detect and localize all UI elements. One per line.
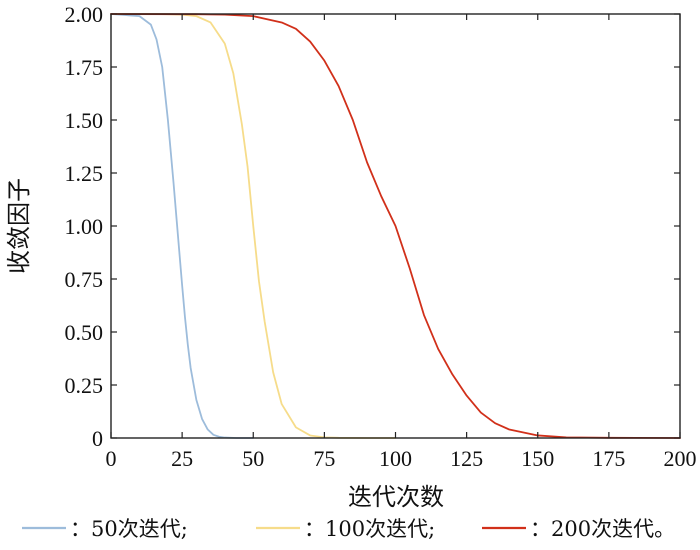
y-tick-label: 0 bbox=[92, 426, 103, 451]
legend-label-1: ：50次迭代; bbox=[70, 517, 188, 541]
x-tick-label: 0 bbox=[106, 446, 117, 471]
x-tick-label: 125 bbox=[450, 446, 483, 471]
x-tick-label: 200 bbox=[664, 446, 697, 471]
x-tick-label: 50 bbox=[242, 446, 264, 471]
series-line-3 bbox=[110, 13, 681, 439]
y-axis-title: 收敛因子 bbox=[5, 178, 33, 274]
y-tick-label: 0.25 bbox=[65, 373, 104, 398]
x-axis-title: 迭代次数 bbox=[348, 483, 444, 511]
y-tick-label: 1.00 bbox=[65, 214, 104, 239]
legend-label-3: ：200次迭代。 bbox=[530, 517, 675, 541]
x-tick-label: 25 bbox=[171, 446, 193, 471]
axes bbox=[110, 13, 681, 439]
series-line-1 bbox=[110, 13, 255, 439]
y-tick-label: 1.50 bbox=[65, 108, 104, 133]
y-tick-label: 0.50 bbox=[65, 320, 104, 345]
y-tick-label: 1.75 bbox=[65, 55, 104, 80]
legend-label-2: ：100次迭代; bbox=[304, 517, 435, 541]
series-line-2 bbox=[110, 13, 397, 439]
tick-labels: 0 25 50 75 100 125 150 175 200 0 0.25 0.50 0.75 1.00 1… bbox=[65, 2, 697, 471]
x-tick-label: 175 bbox=[592, 446, 625, 471]
y-tick-label: 1.25 bbox=[65, 161, 104, 186]
x-tick-label: 75 bbox=[313, 446, 335, 471]
series-lines bbox=[110, 13, 681, 439]
y-tick-label: 0.75 bbox=[65, 267, 104, 292]
legend: ：50次迭代; ：100次迭代; ：200次迭代。 bbox=[22, 517, 675, 541]
x-tick-label: 150 bbox=[521, 446, 554, 471]
x-tick-label: 100 bbox=[379, 446, 412, 471]
y-tick-label: 2.00 bbox=[65, 2, 104, 27]
